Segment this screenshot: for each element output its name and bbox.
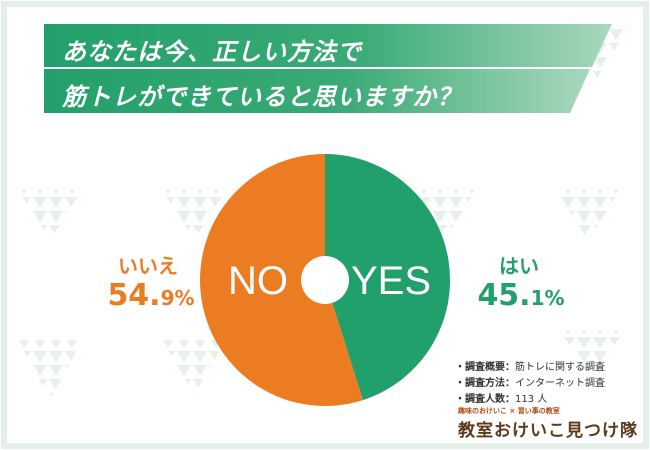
title-line-1: あなたは今、正しい方法で (62, 38, 362, 66)
pct-yes: 45.1% (466, 278, 576, 313)
logo-name: 教室おけいこ見つけ隊 (458, 421, 638, 441)
pct-yes-whole: 45. (477, 278, 531, 313)
survey-info: ・調査概要：筋トレに関する調査 ・調査方法：インターネット調査 ・調査人数：11… (455, 360, 605, 408)
donut-hole (301, 256, 349, 304)
title-banner (44, 24, 612, 113)
label-no: いいえ (118, 254, 178, 278)
pct-no-whole: 54. (107, 278, 161, 313)
title-line-2: 筋トレができていると思いますか？ (62, 83, 462, 111)
brand-logo: 趣味のおけいこ × 習い事の教室 教室おけいこ見つけ隊 (458, 406, 638, 441)
logo-tagline: 趣味のおけいこ × 習い事の教室 (458, 407, 560, 415)
survey-row-method: ・調査方法：インターネット調査 (455, 376, 605, 392)
slice-no (200, 154, 363, 406)
survey-key: ・調査方法： (455, 378, 515, 389)
survey-row-overview: ・調査概要：筋トレに関する調査 (455, 360, 605, 376)
survey-value: 筋トレに関する調査 (515, 362, 605, 373)
pct-no-frac: 9% (160, 286, 195, 310)
pct-no: 54.9% (96, 278, 206, 313)
inner-label-no: NO (228, 259, 288, 303)
survey-key: ・調査概要： (455, 362, 515, 373)
pct-yes-frac: 1% (530, 286, 565, 310)
survey-row-count: ・調査人数：113 人 (455, 392, 605, 408)
slice-yes (325, 154, 451, 401)
survey-value: 113 人 (515, 394, 548, 405)
label-yes: はい (499, 254, 539, 278)
survey-key: ・調査人数： (455, 394, 515, 405)
survey-value: インターネット調査 (515, 378, 605, 389)
inner-label-yes: YES (351, 259, 431, 303)
